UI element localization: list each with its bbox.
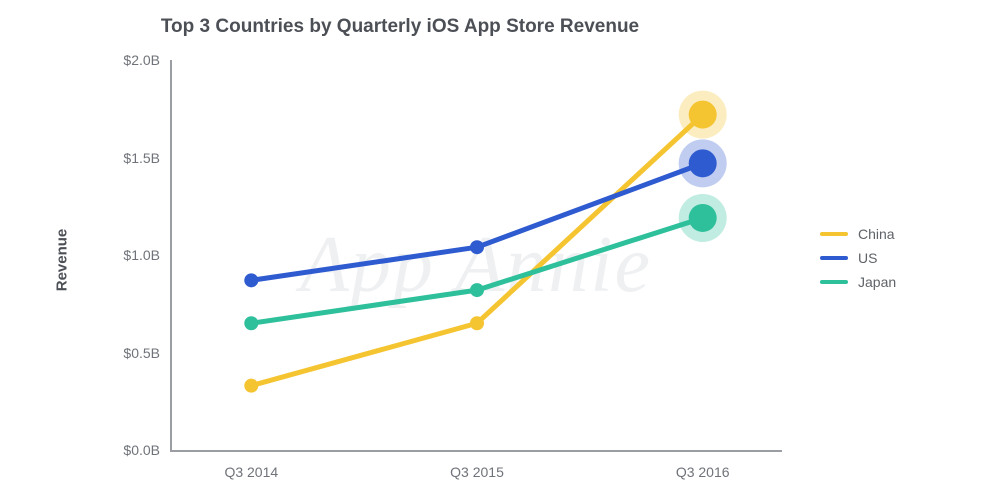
legend-label: US: [858, 250, 877, 266]
legend: China US Japan: [820, 218, 896, 298]
chart-title: Top 3 Countries by Quarterly iOS App Sto…: [0, 16, 800, 38]
legend-swatch: [820, 256, 848, 260]
series-marker-china: [470, 316, 484, 330]
series-marker-china: [244, 379, 258, 393]
series-endpoint-us: [689, 149, 717, 177]
revenue-chart: Top 3 Countries by Quarterly iOS App Sto…: [0, 0, 1000, 500]
series-marker-us: [470, 240, 484, 254]
y-tick-label: $1.5B: [123, 150, 160, 166]
plot-area: $0.0B$0.5B$1.0B$1.5B$2.0BQ3 2014Q3 2015Q…: [170, 60, 782, 452]
y-tick-label: $0.5B: [123, 345, 160, 361]
legend-label: China: [858, 226, 895, 242]
x-tick-label: Q3 2014: [224, 464, 278, 480]
legend-swatch: [820, 232, 848, 236]
series-endpoint-china: [689, 101, 717, 129]
legend-item-japan: Japan: [820, 274, 896, 290]
series-marker-japan: [244, 316, 258, 330]
legend-item-china: China: [820, 226, 896, 242]
series-endpoint-japan: [689, 204, 717, 232]
legend-item-us: US: [820, 250, 896, 266]
series-marker-japan: [470, 283, 484, 297]
y-tick-label: $2.0B: [123, 52, 160, 68]
series-line-us: [251, 163, 702, 280]
y-axis-label: Revenue: [54, 229, 71, 292]
x-tick-label: Q3 2016: [676, 464, 730, 480]
y-tick-label: $0.0B: [123, 442, 160, 458]
chart-lines-svg: [172, 60, 782, 450]
legend-label: Japan: [858, 274, 896, 290]
x-tick-label: Q3 2015: [450, 464, 504, 480]
y-tick-label: $1.0B: [123, 247, 160, 263]
series-marker-us: [244, 273, 258, 287]
legend-swatch: [820, 280, 848, 284]
